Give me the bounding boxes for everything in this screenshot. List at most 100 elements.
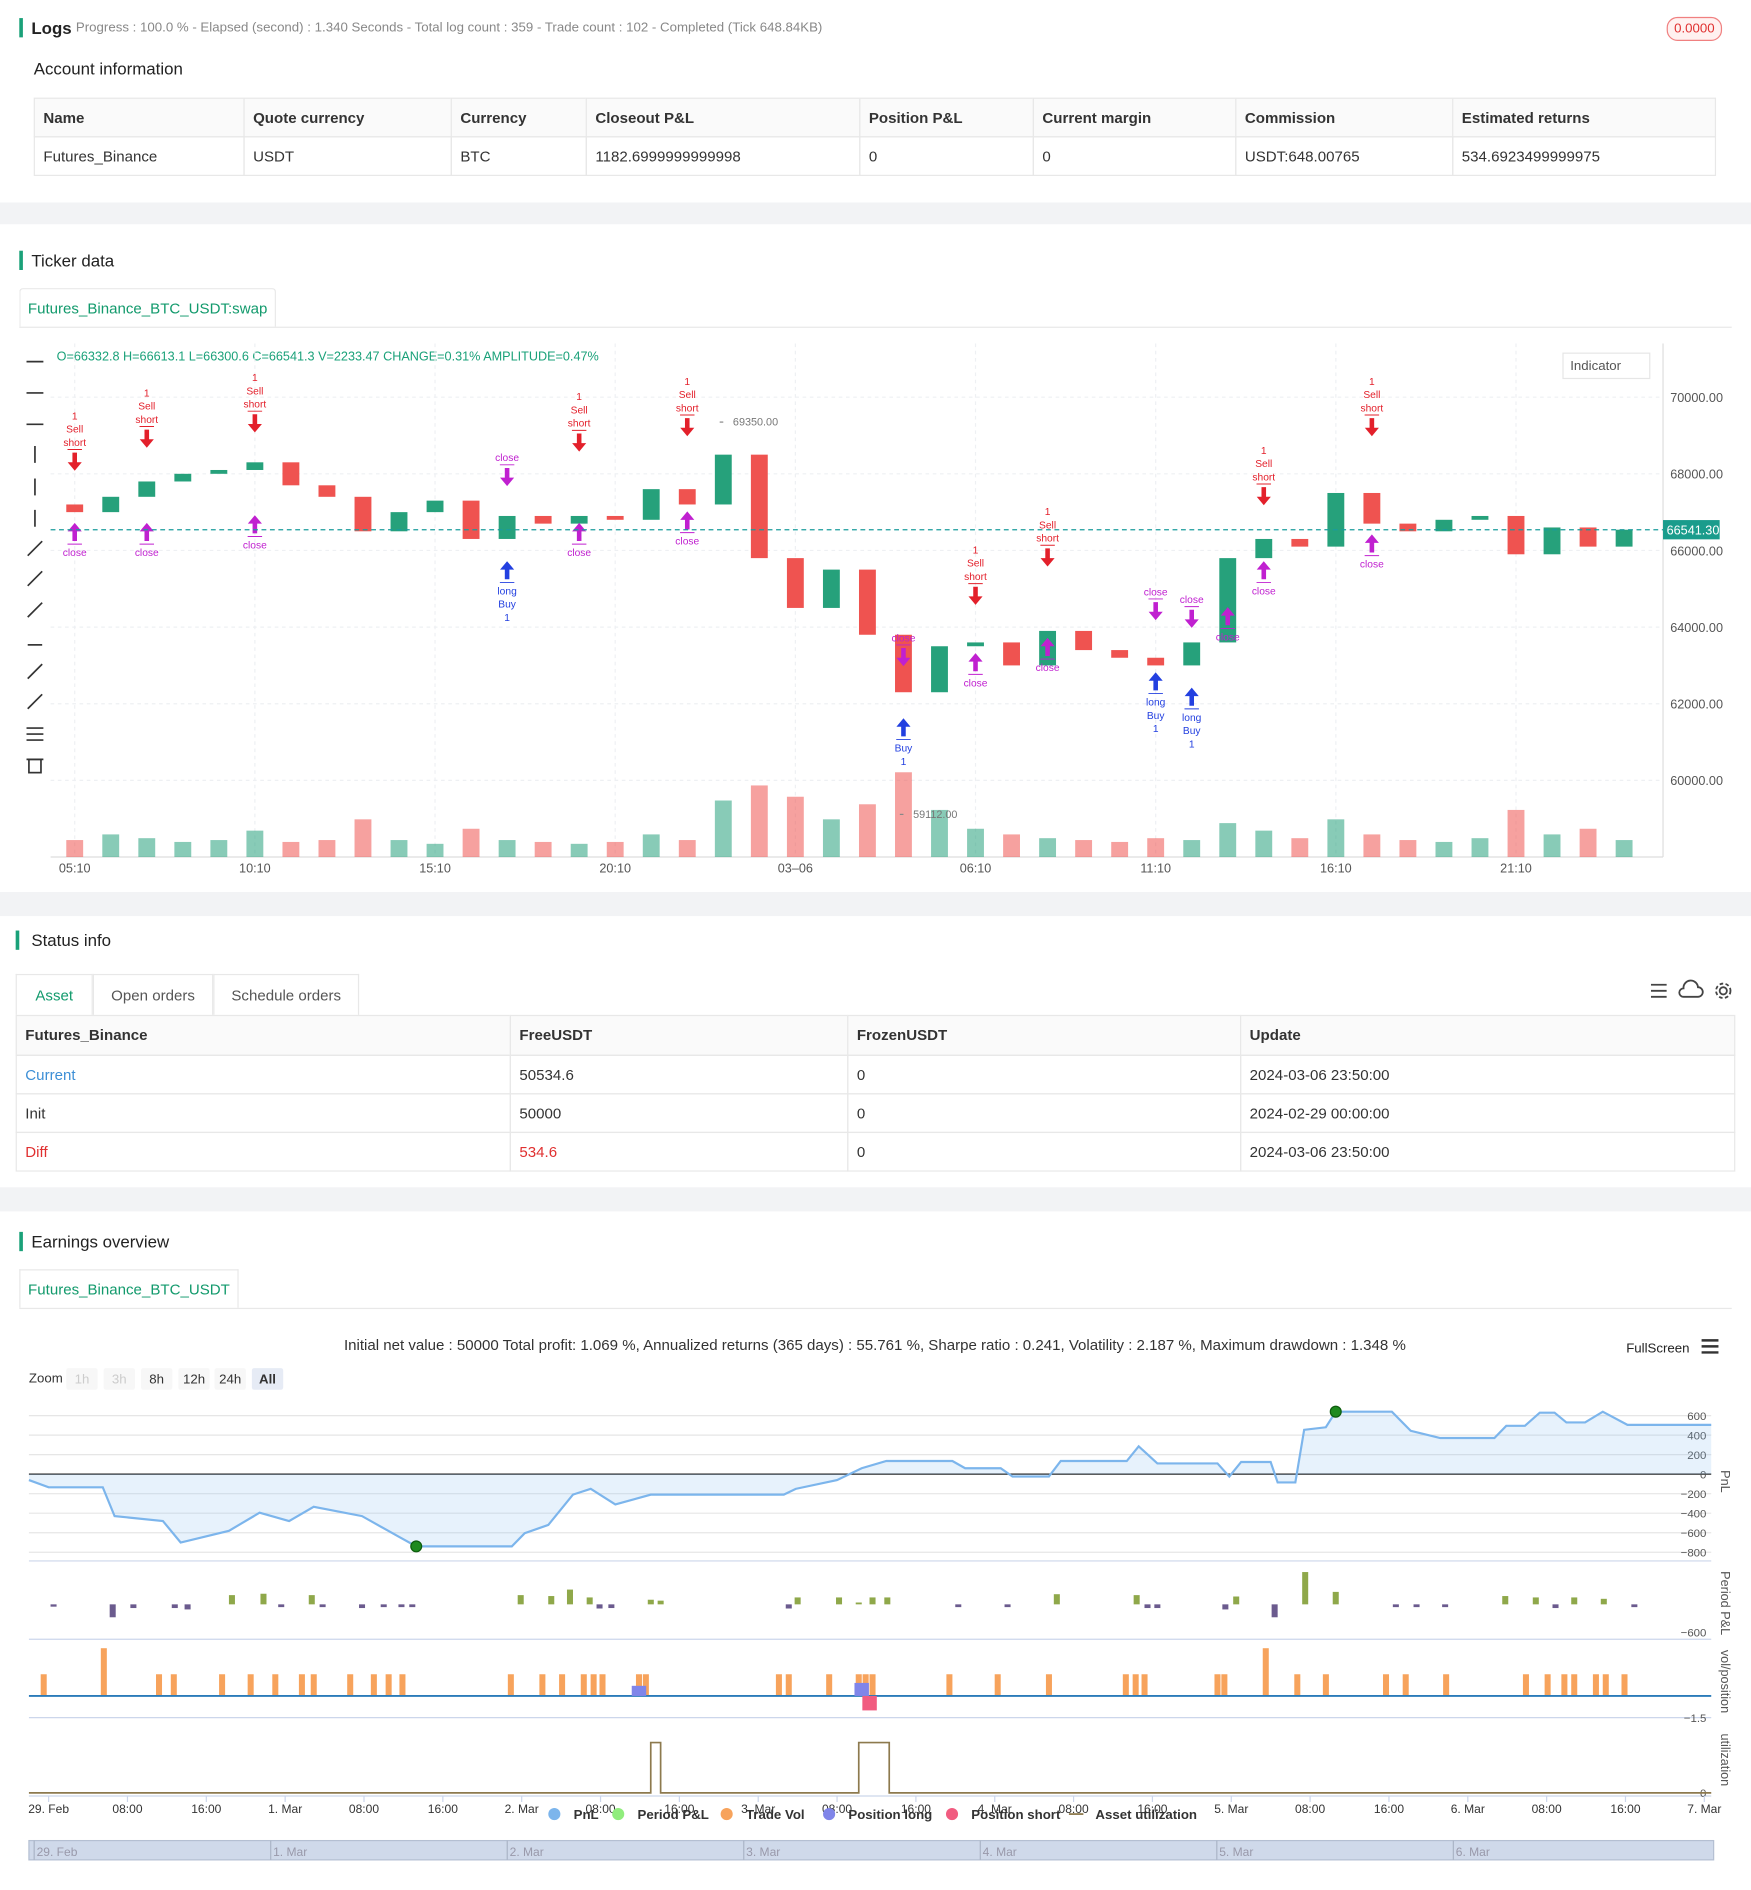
range-label: 1h — [75, 1372, 90, 1387]
signal-arrow — [1256, 561, 1272, 583]
y-tick-label: 600 — [1687, 1411, 1706, 1423]
x-tick-label: 16:00 — [1610, 1802, 1640, 1816]
volume-bar — [1327, 819, 1345, 858]
signal-label: close — [135, 548, 159, 559]
signal: close — [675, 511, 700, 548]
candle — [1003, 642, 1020, 666]
legend-label[interactable]: Position short — [971, 1807, 1061, 1822]
candle — [1147, 657, 1165, 666]
candle — [1579, 527, 1597, 547]
signal-label: short — [964, 572, 987, 583]
accent — [19, 18, 23, 38]
candle — [1255, 538, 1273, 559]
legend-label[interactable]: PnL — [574, 1807, 599, 1822]
range-label: 8h — [149, 1372, 164, 1387]
bar — [399, 1674, 406, 1696]
bar — [1392, 1604, 1399, 1608]
bar — [794, 1597, 801, 1605]
x-tick-label: 10:10 — [239, 862, 271, 876]
range-button[interactable] — [103, 1368, 135, 1390]
candle — [967, 642, 984, 647]
signal-arrow — [499, 464, 515, 487]
candle — [714, 454, 732, 505]
indicator-button[interactable] — [1562, 352, 1651, 380]
bar — [409, 1604, 416, 1608]
signal-label: 1 — [144, 388, 150, 399]
signal-arrow — [247, 410, 263, 433]
bar — [184, 1604, 191, 1610]
signal: close — [1252, 561, 1276, 597]
range-button[interactable] — [178, 1368, 210, 1390]
badge: 0.0000 — [1666, 16, 1723, 41]
status-tab[interactable]: Open orders — [92, 973, 214, 1015]
earnings-tab[interactable]: Futures_Binance_BTC_USDT — [19, 1269, 239, 1308]
bar — [1154, 1604, 1161, 1609]
candle — [750, 454, 768, 559]
bar — [955, 1604, 962, 1608]
bar — [308, 1595, 315, 1605]
signal-arrow — [571, 429, 587, 452]
signal-label: close — [1036, 663, 1060, 674]
y-tick-label: 64000.00 — [1670, 621, 1723, 635]
bar — [1621, 1674, 1628, 1696]
signal-arrow — [1184, 606, 1199, 628]
header-cell: Quote currency — [243, 97, 452, 138]
fullscreen-button[interactable]: FullScreen — [1626, 1340, 1689, 1355]
status-tab[interactable]: Asset — [15, 973, 93, 1015]
signal: 1 Sell short — [568, 392, 591, 452]
status-tab[interactable]: Schedule orders — [213, 973, 360, 1015]
menu-icon[interactable] — [1701, 1339, 1719, 1354]
bar — [1132, 1674, 1139, 1696]
signal: close — [1360, 534, 1384, 571]
bar — [398, 1604, 405, 1608]
range-button[interactable] — [140, 1368, 173, 1390]
volume-bar — [1363, 834, 1381, 858]
y-tick-label: −600 — [1681, 1528, 1707, 1540]
candle — [1291, 538, 1309, 547]
range-label: 12h — [183, 1372, 205, 1387]
range-button[interactable] — [214, 1368, 246, 1390]
bar — [559, 1674, 566, 1696]
x-tick-label: 16:00 — [1137, 1802, 1167, 1816]
panel-label: Period P&L — [1718, 1571, 1732, 1635]
legend-label[interactable]: Position long — [848, 1807, 932, 1822]
accent — [19, 250, 23, 271]
signal: 1 Sell short — [243, 373, 266, 433]
accent — [19, 1231, 23, 1252]
ticker-tab[interactable]: Futures_Binance_BTC_USDT:swap — [19, 288, 276, 327]
tab-line — [19, 1307, 1732, 1310]
volume-bar — [534, 841, 552, 858]
candle — [678, 489, 696, 505]
volume-bar — [246, 830, 264, 858]
signal-arrow — [1184, 687, 1199, 710]
signal-label: close — [675, 537, 699, 548]
range-button[interactable] — [66, 1368, 98, 1390]
navigator[interactable] — [28, 1839, 1715, 1861]
signal: close — [135, 522, 159, 559]
bar — [507, 1674, 514, 1696]
candle — [66, 504, 84, 513]
bar — [171, 1604, 178, 1609]
candle — [822, 569, 840, 608]
bar — [1053, 1594, 1060, 1605]
navigator-label: 5. Mar — [1219, 1845, 1253, 1859]
volume-bar — [822, 819, 840, 858]
signal-label: close — [964, 678, 988, 689]
bar — [785, 1604, 792, 1609]
legend-label[interactable]: Asset utilization — [1095, 1807, 1197, 1822]
signal: 1 Sell short — [676, 377, 699, 437]
signal: 1 Sell short — [135, 388, 158, 448]
signal: long Buy 1 — [1146, 672, 1166, 735]
signal-label: close — [63, 548, 87, 559]
bar — [1122, 1674, 1129, 1696]
x-tick-label: 16:00 — [664, 1802, 694, 1816]
earnings-section: Earnings overview Futures_Binance_BTC_US… — [0, 1211, 1751, 1890]
signal-arrow — [968, 583, 983, 605]
signal-arrow — [139, 426, 155, 448]
legend-label[interactable]: Period P&L — [637, 1807, 708, 1822]
bar — [647, 1599, 654, 1605]
legend-label[interactable]: Trade Vol — [746, 1807, 805, 1822]
y-tick-label: −800 — [1681, 1547, 1707, 1559]
bar — [319, 1604, 326, 1608]
range-button[interactable] — [251, 1368, 284, 1390]
